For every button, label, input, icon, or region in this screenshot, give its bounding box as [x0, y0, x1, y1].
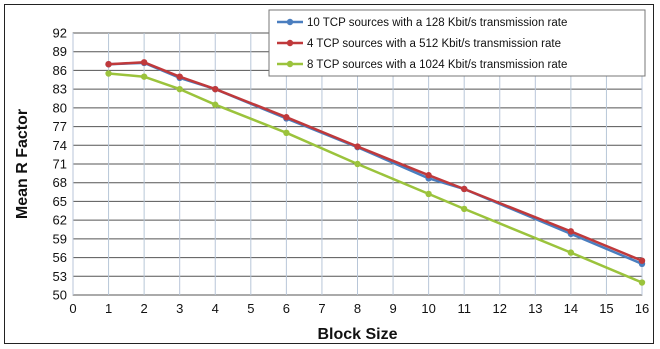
- x-tick-label: 2: [141, 301, 148, 316]
- y-tick-label: 71: [53, 157, 67, 172]
- y-tick-label: 92: [53, 26, 67, 41]
- legend-box: [268, 9, 646, 77]
- legend-item: 10 TCP sources with a 128 Kbit/s transmi…: [277, 17, 567, 29]
- data-point: [283, 114, 290, 121]
- x-tick-label: 16: [635, 301, 649, 316]
- x-axis-label: Block Size: [317, 326, 397, 343]
- series-line: [108, 72, 643, 284]
- x-tick-label: 1: [105, 301, 112, 316]
- y-tick-label: 80: [53, 100, 67, 115]
- y-tick-label: 59: [53, 231, 67, 246]
- data-point: [638, 257, 646, 264]
- x-tick-label: 15: [599, 301, 613, 316]
- data-point: [638, 279, 646, 286]
- y-tick-label: 50: [53, 288, 67, 303]
- series-line: [108, 61, 643, 262]
- legend-label: 4 TCP sources with a 512 Kbit/s transmis…: [307, 38, 561, 50]
- x-tick-label: 5: [247, 301, 254, 316]
- x-tick-label: 11: [457, 301, 471, 316]
- y-tick-label: 68: [53, 175, 67, 190]
- y-tick-label: 89: [53, 44, 67, 59]
- data-point: [176, 85, 183, 93]
- series-3: [105, 70, 646, 286]
- legend-item: 4 TCP sources with a 512 Kbit/s transmis…: [277, 38, 561, 50]
- x-tick-label: 3: [176, 301, 183, 316]
- x-tick-label: 4: [212, 301, 219, 316]
- y-tick-label: 53: [53, 269, 67, 284]
- x-tick-label: 9: [389, 301, 396, 316]
- legend-swatch-marker: [286, 39, 294, 47]
- data-point: [176, 73, 183, 80]
- y-tick-label: 56: [53, 250, 67, 265]
- legend: 10 TCP sources with a 128 Kbit/s transmi…: [268, 9, 646, 77]
- x-tick-label: 14: [564, 301, 578, 316]
- data-point: [354, 143, 361, 150]
- series-2: [105, 59, 646, 264]
- y-tick-label: 86: [53, 63, 67, 78]
- data-point: [283, 129, 290, 137]
- y-axis-label: Mean R Factor: [14, 109, 31, 219]
- y-tick-label: 62: [53, 213, 67, 228]
- data-point: [140, 59, 148, 66]
- series-lines: [105, 59, 646, 286]
- x-tick-label: 0: [69, 301, 76, 316]
- data-point: [460, 185, 468, 193]
- data-point: [105, 70, 112, 77]
- x-tick-label: 13: [528, 301, 542, 316]
- x-tick-label: 7: [318, 301, 325, 316]
- y-tick-label: 65: [53, 194, 67, 209]
- legend-swatch-marker: [286, 18, 294, 26]
- data-point: [140, 73, 148, 80]
- x-tick-labels: 0 1 2 3 4 5 6 7 8 9 10 11 12 13 14 15 16: [69, 301, 649, 316]
- data-point: [567, 249, 575, 256]
- legend-item: 8 TCP sources with a 1024 Kbit/s transmi…: [277, 59, 567, 71]
- data-point: [105, 60, 112, 68]
- y-tick-label: 83: [53, 82, 67, 97]
- y-tick-label: 77: [53, 119, 67, 134]
- data-point: [212, 85, 219, 93]
- legend-swatch-marker: [286, 60, 294, 68]
- x-tick-label: 8: [354, 301, 361, 316]
- data-point: [212, 101, 219, 108]
- data-point: [567, 228, 575, 235]
- data-point: [425, 172, 432, 179]
- y-tick-labels: 50 53 56 59 62 65 68 71 74 77 80 83 86 89 92: [53, 26, 67, 303]
- y-tick-label: 74: [53, 138, 67, 153]
- x-tick-label: 10: [421, 301, 435, 316]
- x-tick-label: 6: [283, 301, 290, 316]
- data-point: [354, 160, 361, 168]
- data-point: [425, 190, 432, 198]
- legend-label: 10 TCP sources with a 128 Kbit/s transmi…: [307, 17, 567, 29]
- legend-label: 8 TCP sources with a 1024 Kbit/s transmi…: [307, 59, 567, 71]
- data-point: [460, 205, 468, 213]
- x-tick-label: 12: [493, 301, 507, 316]
